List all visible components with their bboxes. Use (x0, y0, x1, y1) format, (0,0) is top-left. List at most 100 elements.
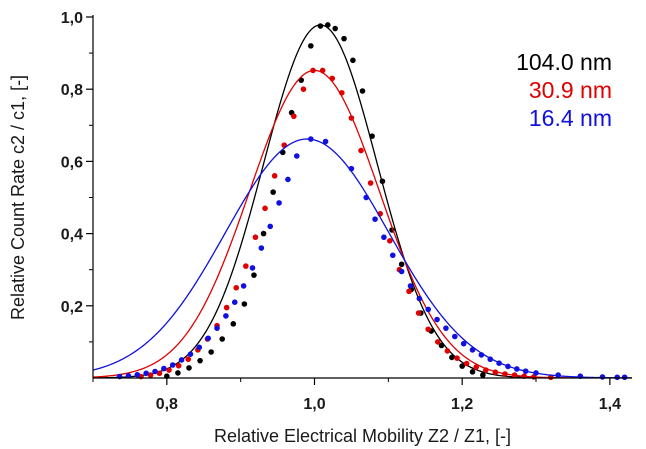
x-tick-label-1: 1,0 (303, 396, 325, 413)
data-point-2-38 (487, 356, 493, 362)
data-point-2-20 (294, 153, 300, 159)
data-point-1-33 (454, 355, 460, 361)
x-tick-label-3: 1,4 (599, 396, 621, 413)
data-point-0-21 (369, 133, 375, 139)
data-point-1-30 (425, 326, 431, 332)
data-point-0-8 (251, 272, 257, 278)
data-point-2-24 (363, 195, 369, 201)
data-point-1-3 (166, 367, 172, 373)
data-point-0-3 (197, 358, 203, 364)
data-point-2-13 (232, 299, 238, 305)
data-point-2-7 (179, 357, 185, 363)
data-point-2-10 (205, 335, 211, 341)
x-tick-label-0: 0,8 (156, 396, 178, 413)
data-point-2-27 (390, 252, 396, 258)
data-point-0-31 (470, 369, 476, 375)
data-point-2-37 (479, 352, 485, 358)
x-axis-title: Relative Electrical Mobility Z2 / Z1, [-… (214, 426, 511, 446)
data-point-2-11 (214, 325, 220, 331)
data-point-0-7 (242, 301, 248, 307)
data-point-1-35 (473, 364, 479, 370)
data-point-0-14 (308, 43, 314, 49)
y-axis-title: Relative Count Rate c2 / c1, [-] (8, 75, 28, 320)
data-point-0-9 (261, 231, 267, 237)
data-point-1-4 (176, 363, 182, 369)
y-tick-label-3: 0,8 (61, 82, 83, 99)
data-point-0-2 (186, 365, 192, 371)
data-point-2-12 (223, 313, 229, 319)
data-point-2-30 (417, 296, 423, 302)
data-point-0-5 (219, 336, 225, 342)
fit-curve-2 (93, 139, 632, 378)
data-point-2-36 (470, 347, 476, 353)
data-point-2-22 (323, 139, 329, 145)
y-tick-label-2: 0,6 (61, 154, 83, 171)
data-point-1-31 (435, 339, 441, 345)
data-point-2-16 (259, 245, 265, 251)
x-tick-label-2: 1,2 (451, 396, 473, 413)
data-point-1-34 (464, 361, 470, 367)
data-point-1-14 (272, 173, 278, 179)
data-point-1-28 (406, 289, 412, 295)
data-point-1-23 (358, 148, 364, 154)
series-0 (93, 22, 632, 379)
data-point-2-28 (399, 269, 405, 275)
legend-label-2: 16.4 nm (529, 105, 612, 131)
data-point-0-18 (341, 36, 347, 42)
data-point-1-24 (368, 180, 374, 186)
data-point-0-15 (318, 23, 324, 29)
data-point-2-19 (285, 177, 291, 183)
data-point-2-5 (161, 366, 167, 372)
data-point-0-20 (360, 88, 366, 94)
data-point-2-9 (197, 345, 203, 351)
data-point-2-29 (408, 283, 414, 289)
data-point-1-13 (262, 206, 268, 212)
y-tick-label-1: 0,4 (61, 227, 83, 244)
data-point-2-33 (443, 325, 449, 331)
data-point-2-42 (523, 368, 529, 374)
data-point-2-47 (614, 374, 620, 380)
data-point-1-20 (329, 76, 335, 82)
data-point-2-44 (555, 372, 561, 378)
data-point-2-18 (276, 200, 282, 206)
y-tick-label-0: 0,2 (61, 299, 83, 316)
data-point-1-22 (349, 115, 355, 121)
data-point-2-35 (461, 341, 467, 347)
data-point-2-25 (372, 216, 378, 222)
data-point-2-40 (505, 364, 511, 370)
data-point-1-29 (416, 310, 422, 316)
data-point-1-38 (502, 371, 508, 377)
data-point-2-14 (241, 283, 247, 289)
data-point-2-23 (349, 166, 355, 172)
data-point-1-21 (339, 90, 345, 96)
data-point-0-19 (350, 58, 356, 64)
data-point-1-10 (233, 285, 239, 291)
data-point-2-6 (170, 362, 176, 368)
data-point-1-39 (512, 372, 518, 378)
data-point-1-9 (224, 305, 230, 311)
data-point-1-18 (310, 68, 316, 74)
data-point-2-48 (622, 374, 628, 380)
data-point-2-39 (496, 360, 502, 366)
data-point-2-46 (600, 374, 606, 380)
data-point-2-34 (452, 334, 458, 340)
data-point-0-4 (208, 349, 214, 355)
data-point-1-12 (253, 234, 259, 240)
data-point-0-32 (480, 372, 486, 378)
data-point-2-31 (425, 307, 431, 313)
data-point-2-8 (188, 351, 194, 357)
data-point-1-5 (185, 356, 191, 362)
data-point-1-17 (301, 86, 307, 92)
data-point-2-32 (434, 317, 440, 323)
data-point-2-41 (514, 366, 520, 372)
data-point-2-26 (381, 234, 387, 240)
data-point-1-36 (483, 367, 489, 373)
data-point-2-15 (250, 265, 256, 271)
data-point-1-11 (243, 263, 249, 269)
data-point-0-17 (332, 26, 338, 32)
legend-label-0: 104.0 nm (516, 49, 612, 75)
data-point-0-16 (325, 22, 331, 28)
data-point-1-32 (445, 348, 451, 354)
